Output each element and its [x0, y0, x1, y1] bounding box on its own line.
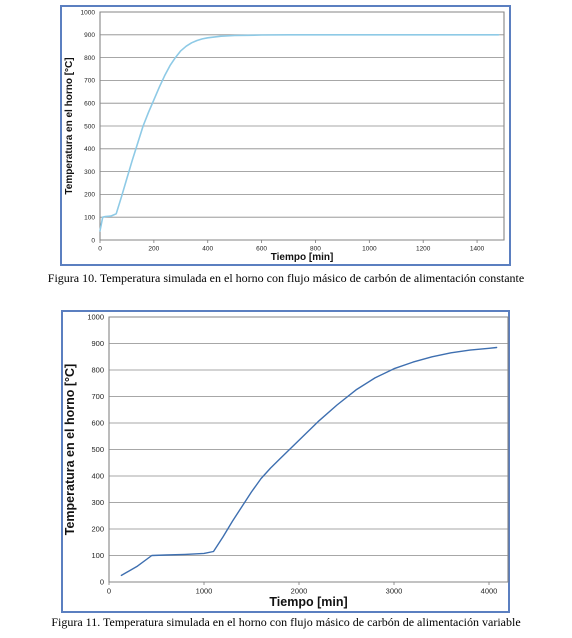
y-tick-label-900: 900 [84, 32, 95, 39]
y-tick-label-1000: 1000 [81, 9, 96, 16]
y-tick-label-200: 200 [84, 192, 95, 199]
y-tick-label-400: 400 [84, 146, 95, 153]
x-tick-label-600: 600 [256, 246, 267, 253]
x-tick-label-1400: 1400 [470, 246, 485, 253]
y-tick-label-600: 600 [91, 419, 104, 428]
y-tick-label-700: 700 [84, 78, 95, 85]
y-tick-label-700: 700 [91, 392, 104, 401]
figure-11-caption: Figura 11. Temperatura simulada en el ho… [51, 615, 521, 629]
x-tick-label-200: 200 [148, 246, 159, 253]
x-tick-label-400: 400 [202, 246, 213, 253]
y-tick-label-500: 500 [84, 123, 95, 130]
y-tick-label-0: 0 [100, 578, 104, 587]
y-tick-label-200: 200 [91, 525, 104, 534]
chart-figure-11-plot: 0 100 200 300 400 500 600 700 800 900 1000 0 1000 200… [63, 313, 509, 609]
x-tick-label-1000: 1000 [362, 246, 377, 253]
x-axis-title: Tiempo [min] [269, 595, 347, 609]
y-axis-title: Temperatura en el horno [°C] [63, 364, 77, 535]
y-tick-label-300: 300 [84, 169, 95, 176]
x-tick-label-0: 0 [98, 246, 102, 253]
series-line-0 [99, 33, 500, 232]
y-tick-label-300: 300 [91, 498, 104, 507]
x-tick-label-4000: 4000 [481, 587, 498, 596]
y-tick-label-600: 600 [84, 100, 95, 107]
y-axis-title: Temperatura en el horno [°C] [64, 57, 75, 194]
chart-figure-10-plot: 0 100 200 300 400 500 600 700 800 900 1000 0 200 400 6… [64, 9, 505, 263]
x-tick-label-1200: 1200 [416, 246, 431, 253]
x-tick-label-800: 800 [310, 246, 321, 253]
y-tick-label-100: 100 [84, 214, 95, 221]
series-line-0 [120, 346, 498, 577]
x-tick-label-1000: 1000 [196, 587, 213, 596]
chart-figure-11: 0 100 200 300 400 500 600 700 800 900 1000 0 1000 200… [61, 310, 510, 613]
chart-figure-10: 0 100 200 300 400 500 600 700 800 900 1000 0 200 400 6… [60, 5, 511, 266]
x-tick-label-0: 0 [107, 587, 111, 596]
y-tick-label-900: 900 [91, 339, 104, 348]
y-tick-label-400: 400 [91, 472, 104, 481]
x-tick-label-2000: 2000 [291, 587, 308, 596]
y-tick-label-100: 100 [91, 551, 104, 560]
y-tick-label-0: 0 [91, 237, 95, 244]
y-tick-label-800: 800 [91, 366, 104, 375]
y-tick-label-800: 800 [84, 55, 95, 62]
x-tick-label-3000: 3000 [386, 587, 403, 596]
y-tick-label-1000: 1000 [87, 313, 104, 322]
x-axis-title: Tiempo [min] [271, 252, 334, 263]
figure-10-caption: Figura 10. Temperatura simulada en el ho… [47, 271, 525, 285]
y-tick-label-500: 500 [91, 445, 104, 454]
